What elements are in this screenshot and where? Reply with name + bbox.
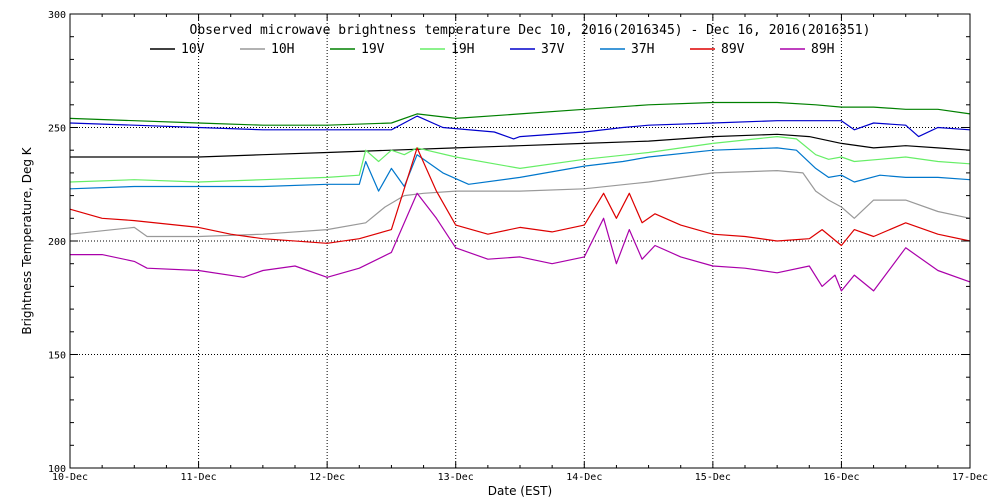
x-tick-label: 10-Dec: [52, 472, 88, 483]
x-tick-label: 14-Dec: [566, 472, 602, 483]
legend-label-19h: 19H: [451, 42, 474, 57]
x-tick-label: 16-Dec: [823, 472, 859, 483]
legend-label-89h: 89H: [811, 42, 834, 57]
series-layer: [69, 101, 971, 292]
x-tick-label: 13-Dec: [438, 472, 474, 483]
y-axis-title: Brightness Temperature, Deg K: [20, 146, 34, 334]
x-tick-label: 15-Dec: [695, 472, 731, 483]
chart-title: Observed microwave brightness temperatur…: [190, 23, 871, 38]
y-tick-label: 300: [48, 10, 66, 21]
legend-label-89v: 89V: [721, 42, 745, 57]
legend-label-10h: 10H: [271, 42, 294, 57]
y-tick-label: 200: [48, 237, 66, 248]
x-tick-label: 17-Dec: [952, 472, 988, 483]
grid-layer: [70, 14, 970, 468]
series-line-89v: [69, 147, 971, 247]
x-tick-label: 12-Dec: [309, 472, 345, 483]
legend-label-37h: 37H: [631, 42, 654, 57]
legend-layer: 10V 10H 19V 19H 37V 37H 89V 89H: [150, 42, 834, 57]
y-tick-label: 150: [48, 351, 66, 362]
series-line-19h: [69, 136, 971, 183]
series-line-37v: [69, 115, 971, 140]
legend-label-37v: 37V: [541, 42, 565, 57]
x-tick-label: 11-Dec: [181, 472, 217, 483]
series-line-10h: [69, 170, 971, 238]
x-axis-title: Date (EST): [488, 484, 552, 498]
legend-label-19v: 19V: [361, 42, 385, 57]
y-tick-label: 100: [48, 464, 66, 475]
series-line-19v: [69, 101, 971, 126]
y-tick-label: 250: [48, 124, 66, 135]
series-line-89h: [70, 192, 971, 292]
legend-label-10v: 10V: [181, 42, 205, 57]
series-line-10v: [70, 133, 971, 158]
tick-layer: 10-Dec 11-Dec 12-Dec 13-Dec 14-Dec 15-Dec 16-D…: [48, 10, 988, 483]
series-line-37h: [69, 147, 971, 192]
